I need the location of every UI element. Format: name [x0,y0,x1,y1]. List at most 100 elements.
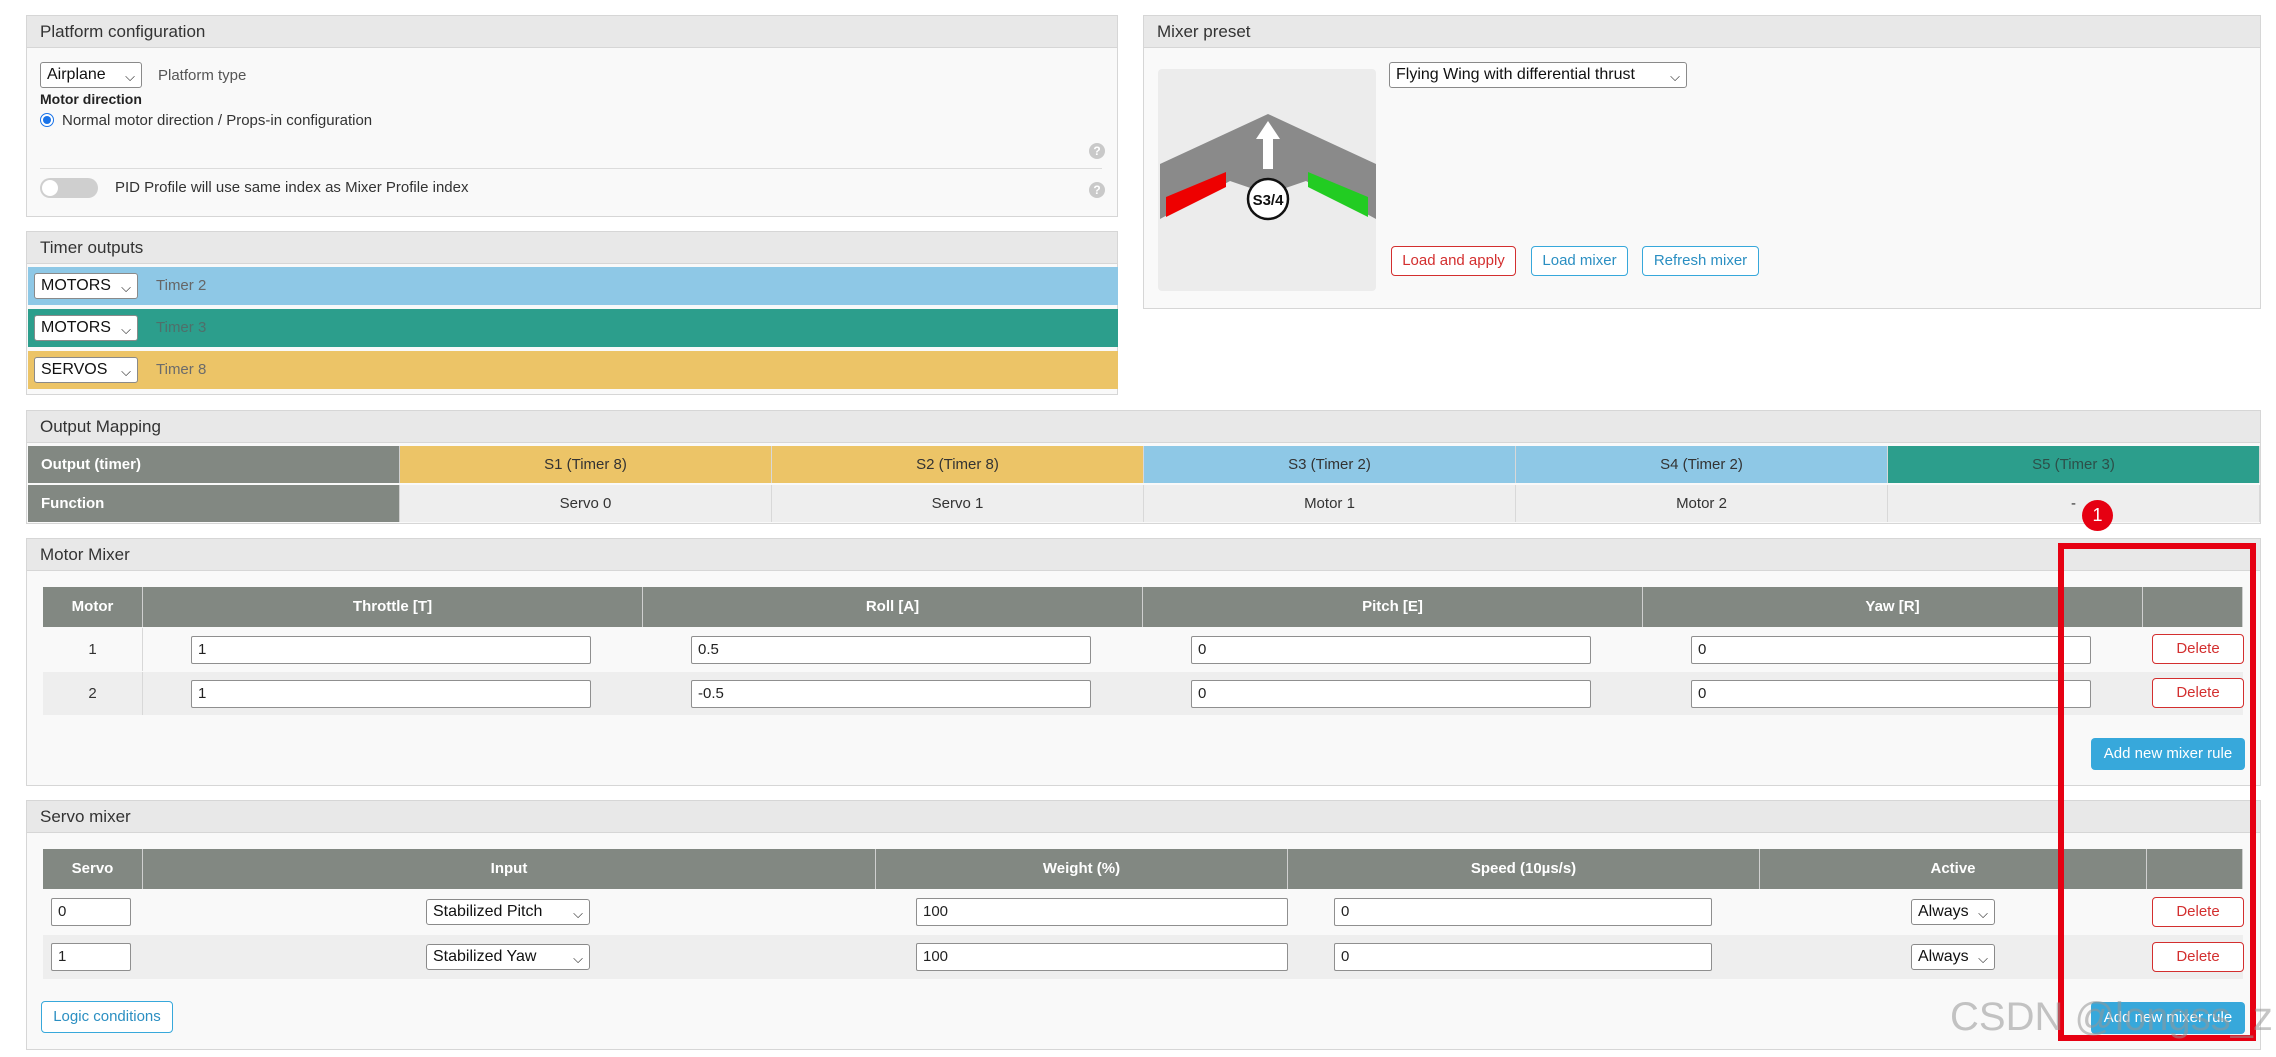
flying-wing-icon: S3/4 [1160,114,1376,221]
yaw-input[interactable]: 0 [1691,680,2091,708]
column-header: Weight (%) [876,849,1288,889]
chevron-down-icon: ⌵ [573,951,583,966]
speed-input[interactable]: 0 [1334,898,1712,926]
watermark: CSDN @longss_z [1950,995,2273,1039]
roll-input[interactable]: 0.5 [691,636,1091,664]
function-cell: - [1888,485,2260,522]
platform-type-label: Platform type [158,67,247,84]
active-select[interactable]: Always ⌵ [1911,899,1995,925]
platform-configuration-title: Platform configuration [27,16,1117,48]
timer-label: Timer 8 [156,361,207,378]
pitch-input[interactable]: 0 [1191,636,1591,664]
add-motor-mixer-rule-button[interactable]: Add new mixer rule [2091,738,2245,770]
refresh-mixer-button[interactable]: Refresh mixer [1642,246,1759,276]
servo-index-input[interactable]: 1 [51,943,131,971]
chevron-down-icon: ⌵ [1670,69,1680,84]
timer-row: SERVOS ⌵ Timer 8 [28,351,1118,389]
platform-type-select[interactable]: Airplane ⌵ [40,62,142,88]
delete-button[interactable]: Delete [2152,942,2244,972]
logic-conditions-button[interactable]: Logic conditions [41,1001,173,1033]
mixer-preset-select[interactable]: Flying Wing with differential thrust ⌵ [1389,62,1687,88]
help-icon[interactable]: ? [1089,143,1105,159]
output-cell: S3 (Timer 2) [1144,446,1516,483]
timer-label: Timer 2 [156,277,207,294]
divider [40,168,1102,169]
motor-index: 2 [43,672,143,715]
speed-input[interactable]: 0 [1334,943,1712,971]
delete-button[interactable]: Delete [2152,634,2244,664]
motor-direction-option-label: Normal motor direction / Props-in config… [62,112,373,129]
output-cell: S4 (Timer 2) [1516,446,1888,483]
timer-row: MOTORS ⌵ Timer 2 [28,267,1118,305]
column-header: Input [143,849,876,889]
servo-mixer-title: Servo mixer [27,801,2260,833]
servo-input-select[interactable]: Stabilized Yaw ⌵ [426,944,590,970]
chevron-down-icon: ⌵ [121,364,131,379]
timer-outputs-panel: Timer outputs MOTORS ⌵ Timer 2 MOTORS ⌵ … [26,231,1118,395]
column-header: Speed (10µs/s) [1288,849,1760,889]
table-row: 1 1 0.5 0 0 Delete [43,628,2244,671]
output-mapping-title: Output Mapping [27,411,2260,443]
delete-button[interactable]: Delete [2152,678,2244,708]
servo-input-select[interactable]: Stabilized Pitch ⌵ [426,899,590,925]
output-cell: S2 (Timer 8) [772,446,1144,483]
function-cell: Motor 1 [1144,485,1516,522]
load-mixer-button[interactable]: Load mixer [1531,246,1628,276]
output-cell: S5 (Timer 3) [1888,446,2260,483]
chevron-down-icon: ⌵ [1978,951,1988,966]
timer-mode-select[interactable]: MOTORS ⌵ [34,315,138,341]
radio-dot [43,116,51,124]
load-and-apply-button[interactable]: Load and apply [1391,246,1516,276]
function-cell: Servo 0 [400,485,772,522]
table-row: 2 1 -0.5 0 0 Delete [43,672,2244,715]
timer-mode-select[interactable]: SERVOS ⌵ [34,357,138,383]
pid-profile-toggle[interactable] [40,178,98,198]
help-icon[interactable]: ? [1089,182,1105,198]
timer-row: MOTORS ⌵ Timer 3 [28,309,1118,347]
column-header-actions [2147,849,2243,889]
timer-mode-select[interactable]: MOTORS ⌵ [34,273,138,299]
table-row: 1 Stabilized Yaw ⌵ 100 0 Always ⌵ Delete [43,935,2244,979]
output-mapping-panel: Output Mapping Output (timer) Function S… [26,410,2261,524]
toggle-knob [42,180,58,196]
output-row-label: Output (timer) [28,446,400,483]
roll-input[interactable]: -0.5 [691,680,1091,708]
chevron-down-icon: ⌵ [121,280,131,295]
annotation-highlight-box [2058,543,2256,1041]
mixer-preset-title: Mixer preset [1144,16,2260,48]
chevron-down-icon: ⌵ [1978,906,1988,921]
platform-configuration-panel: Platform configuration Airplane ⌵ Platfo… [26,15,1118,217]
weight-input[interactable]: 100 [916,943,1288,971]
servo-mixer-panel: Servo mixer Servo Input Weight (%) Speed… [26,800,2261,1050]
chevron-down-icon: ⌵ [125,69,135,84]
motor-mixer-panel: Motor Mixer Motor Throttle [T] Roll [A] … [26,538,2261,786]
motor-direction-radio[interactable] [40,113,54,127]
motor-direction-label: Motor direction [40,91,142,107]
timer-outputs-title: Timer outputs [27,232,1117,264]
pitch-input[interactable]: 0 [1191,680,1591,708]
weight-input[interactable]: 100 [916,898,1288,926]
motor-mixer-title: Motor Mixer [27,539,2260,571]
function-cell: Servo 1 [772,485,1144,522]
yaw-input[interactable]: 0 [1691,636,2091,664]
mixer-preset-panel: Mixer preset S3/4 Flying Wing with diffe… [1143,15,2261,309]
delete-button[interactable]: Delete [2152,897,2244,927]
active-select[interactable]: Always ⌵ [1911,944,1995,970]
table-row: 0 Stabilized Pitch ⌵ 100 0 Always ⌵ Dele… [43,890,2244,934]
annotation-marker: 1 [2082,500,2113,531]
column-header: Motor [43,587,143,627]
function-cell: Motor 2 [1516,485,1888,522]
servo-index-input[interactable]: 0 [51,898,131,926]
column-header: Throttle [T] [143,587,643,627]
timer-label: Timer 3 [156,319,207,336]
column-header-actions [2143,587,2243,627]
throttle-input[interactable]: 1 [191,680,591,708]
column-header: Roll [A] [643,587,1143,627]
add-servo-mixer-rule-button[interactable]: Add new mixer rule [2091,1002,2245,1034]
output-cell: S1 (Timer 8) [400,446,772,483]
function-row-label: Function [28,485,400,522]
throttle-input[interactable]: 1 [191,636,591,664]
column-header: Servo [43,849,143,889]
motor-index: 1 [43,628,143,671]
pid-profile-toggle-label: PID Profile will use same index as Mixer… [115,179,469,196]
